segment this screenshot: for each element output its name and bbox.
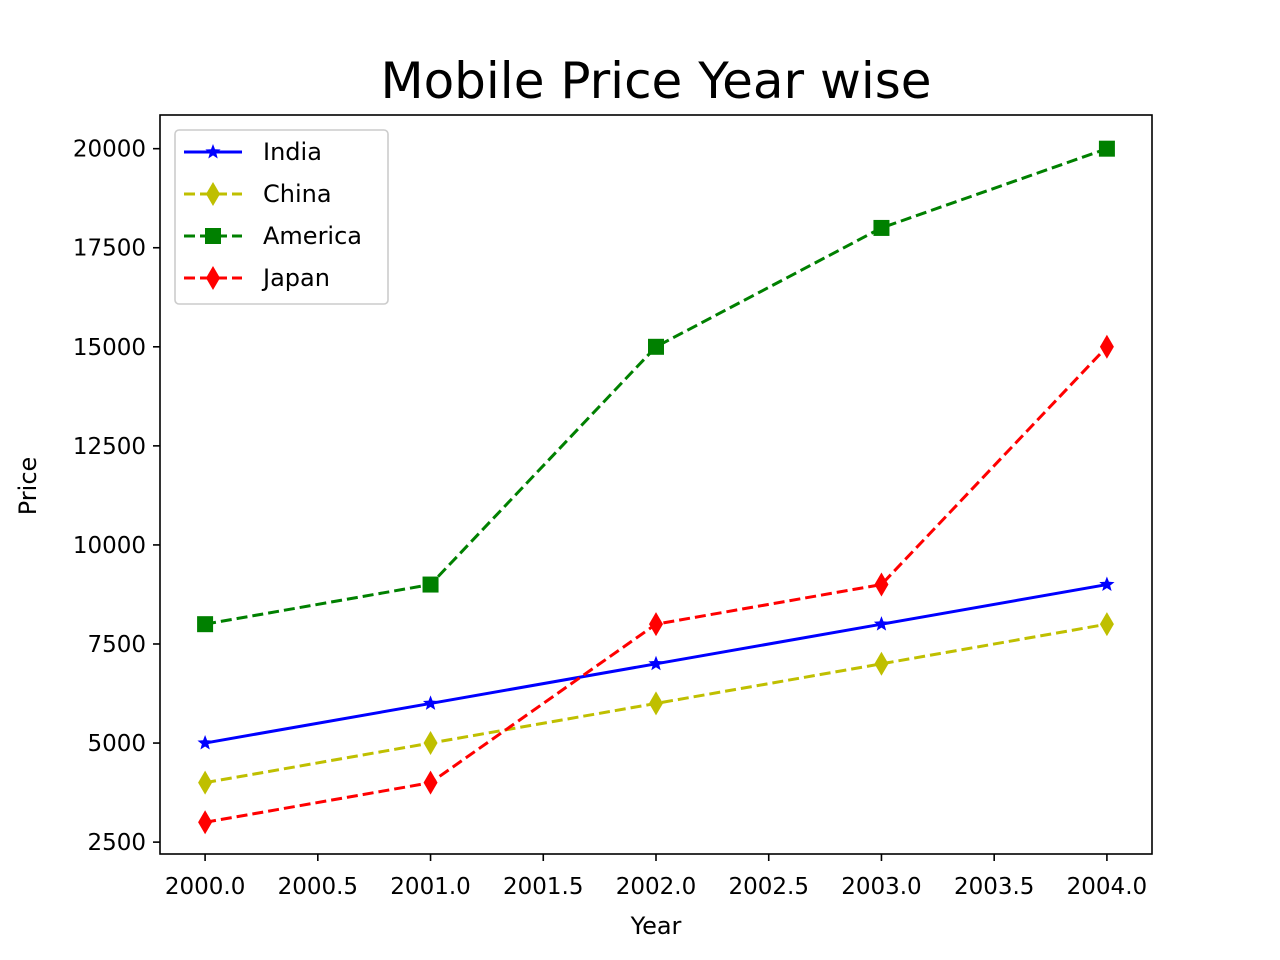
data-point-india (422, 695, 439, 710)
x-axis-label: Year (630, 912, 682, 940)
legend-entry-china: China (184, 180, 332, 208)
y-tick-label: 10000 (73, 533, 146, 559)
data-point-china (1099, 612, 1114, 637)
x-tick-label: 2002.0 (616, 874, 696, 900)
legend-marker-america (205, 228, 221, 244)
series-china (198, 612, 1114, 795)
y-tick-label: 20000 (73, 137, 146, 163)
x-tick-label: 2002.5 (728, 874, 808, 900)
legend-label-india: India (263, 138, 322, 166)
data-point-america (873, 219, 890, 236)
axes-ticks: 2000.0 2000.5 2001.0 2001.5 2002.0 2002.5 2003… (73, 137, 1147, 900)
y-tick-label: 2500 (87, 830, 146, 856)
data-point-india (648, 655, 664, 671)
series-india (197, 576, 1115, 750)
legend-entry-india: India (184, 138, 322, 166)
chart-title: Mobile Price Year wise (380, 52, 931, 110)
data-point-india (873, 616, 890, 631)
legend-label-japan: Japan (261, 264, 330, 292)
plot-frame (159, 114, 1153, 855)
x-tick-label: 2001.0 (390, 874, 470, 900)
y-tick-label: 12500 (73, 434, 146, 460)
y-tick-label: 7500 (87, 632, 146, 658)
data-point-america (197, 616, 214, 633)
x-tick-label: 2003.5 (954, 874, 1034, 900)
y-tick-label: 15000 (73, 335, 146, 361)
y-tick-label: 17500 (73, 236, 146, 262)
legend-box (174, 129, 389, 305)
data-point-japan (1099, 334, 1114, 359)
data-point-america (648, 338, 664, 355)
legend: India China America Japan (174, 129, 389, 305)
series-japan (198, 334, 1114, 835)
legend-label-china: China (263, 180, 332, 208)
data-point-india (1099, 576, 1115, 592)
x-tick-label: 2003.0 (841, 874, 921, 900)
series-america (197, 140, 1115, 633)
y-axis-label: Price (14, 457, 42, 516)
x-tick-label: 2001.5 (503, 874, 583, 900)
legend-entry-japan: Japan (184, 264, 330, 292)
data-point-japan (423, 770, 438, 795)
legend-entry-america: America (184, 222, 362, 250)
series-line-japan (204, 345, 1108, 824)
x-tick-label: 2000.5 (278, 874, 358, 900)
legend-marker-china (206, 182, 220, 206)
legend-label-america: America (263, 222, 362, 250)
x-tick-label: 2000.0 (165, 874, 245, 900)
y-tick-label: 5000 (87, 731, 146, 757)
data-point-china (649, 691, 663, 716)
series-line-america (204, 147, 1108, 626)
data-point-china (423, 731, 438, 756)
x-tick-label: 2004.0 (1067, 874, 1147, 900)
data-point-china (198, 770, 213, 795)
data-point-japan (649, 612, 663, 637)
data-point-japan (198, 810, 213, 835)
plot-series (197, 140, 1115, 835)
data-point-india (197, 735, 213, 750)
legend-marker-japan (206, 266, 220, 290)
data-point-america (422, 576, 439, 593)
data-point-america (1098, 140, 1115, 157)
legend-marker-india (205, 144, 221, 159)
data-point-china (874, 651, 889, 676)
data-point-japan (874, 572, 889, 597)
